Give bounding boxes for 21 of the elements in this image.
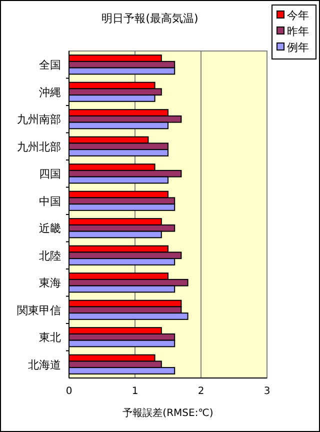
x-tick-label: 2 <box>198 386 204 397</box>
legend-label: 昨年 <box>287 25 309 38</box>
y-tick-label: 近畿 <box>39 222 61 236</box>
x-tick-label: 3 <box>264 386 270 397</box>
y-tick-label: 北陸 <box>39 249 61 262</box>
y-tick-label: 関東甲信 <box>17 304 61 317</box>
y-tick-label: 東北 <box>39 331 61 344</box>
y-tick-label: 北海道 <box>28 358 61 372</box>
y-tick-label: 九州南部 <box>17 113 61 126</box>
x-tick-label: 1 <box>132 386 138 397</box>
legend-label: 今年 <box>287 9 309 22</box>
y-tick-label: 中国 <box>39 194 61 208</box>
x-tick-label: 0 <box>66 386 72 397</box>
y-tick-label: 九州北部 <box>17 140 61 154</box>
y-tick-label: 沖縄 <box>39 86 61 99</box>
chart-title: 明日予報(最高気温) <box>102 12 198 25</box>
y-tick-label: 四国 <box>39 168 61 181</box>
x-axis-title: 予報誤差(RMSE:℃) <box>122 407 214 419</box>
legend-label: 例年 <box>287 41 309 54</box>
y-tick-label: 東海 <box>39 276 61 290</box>
y-tick-label: 全国 <box>39 58 61 72</box>
